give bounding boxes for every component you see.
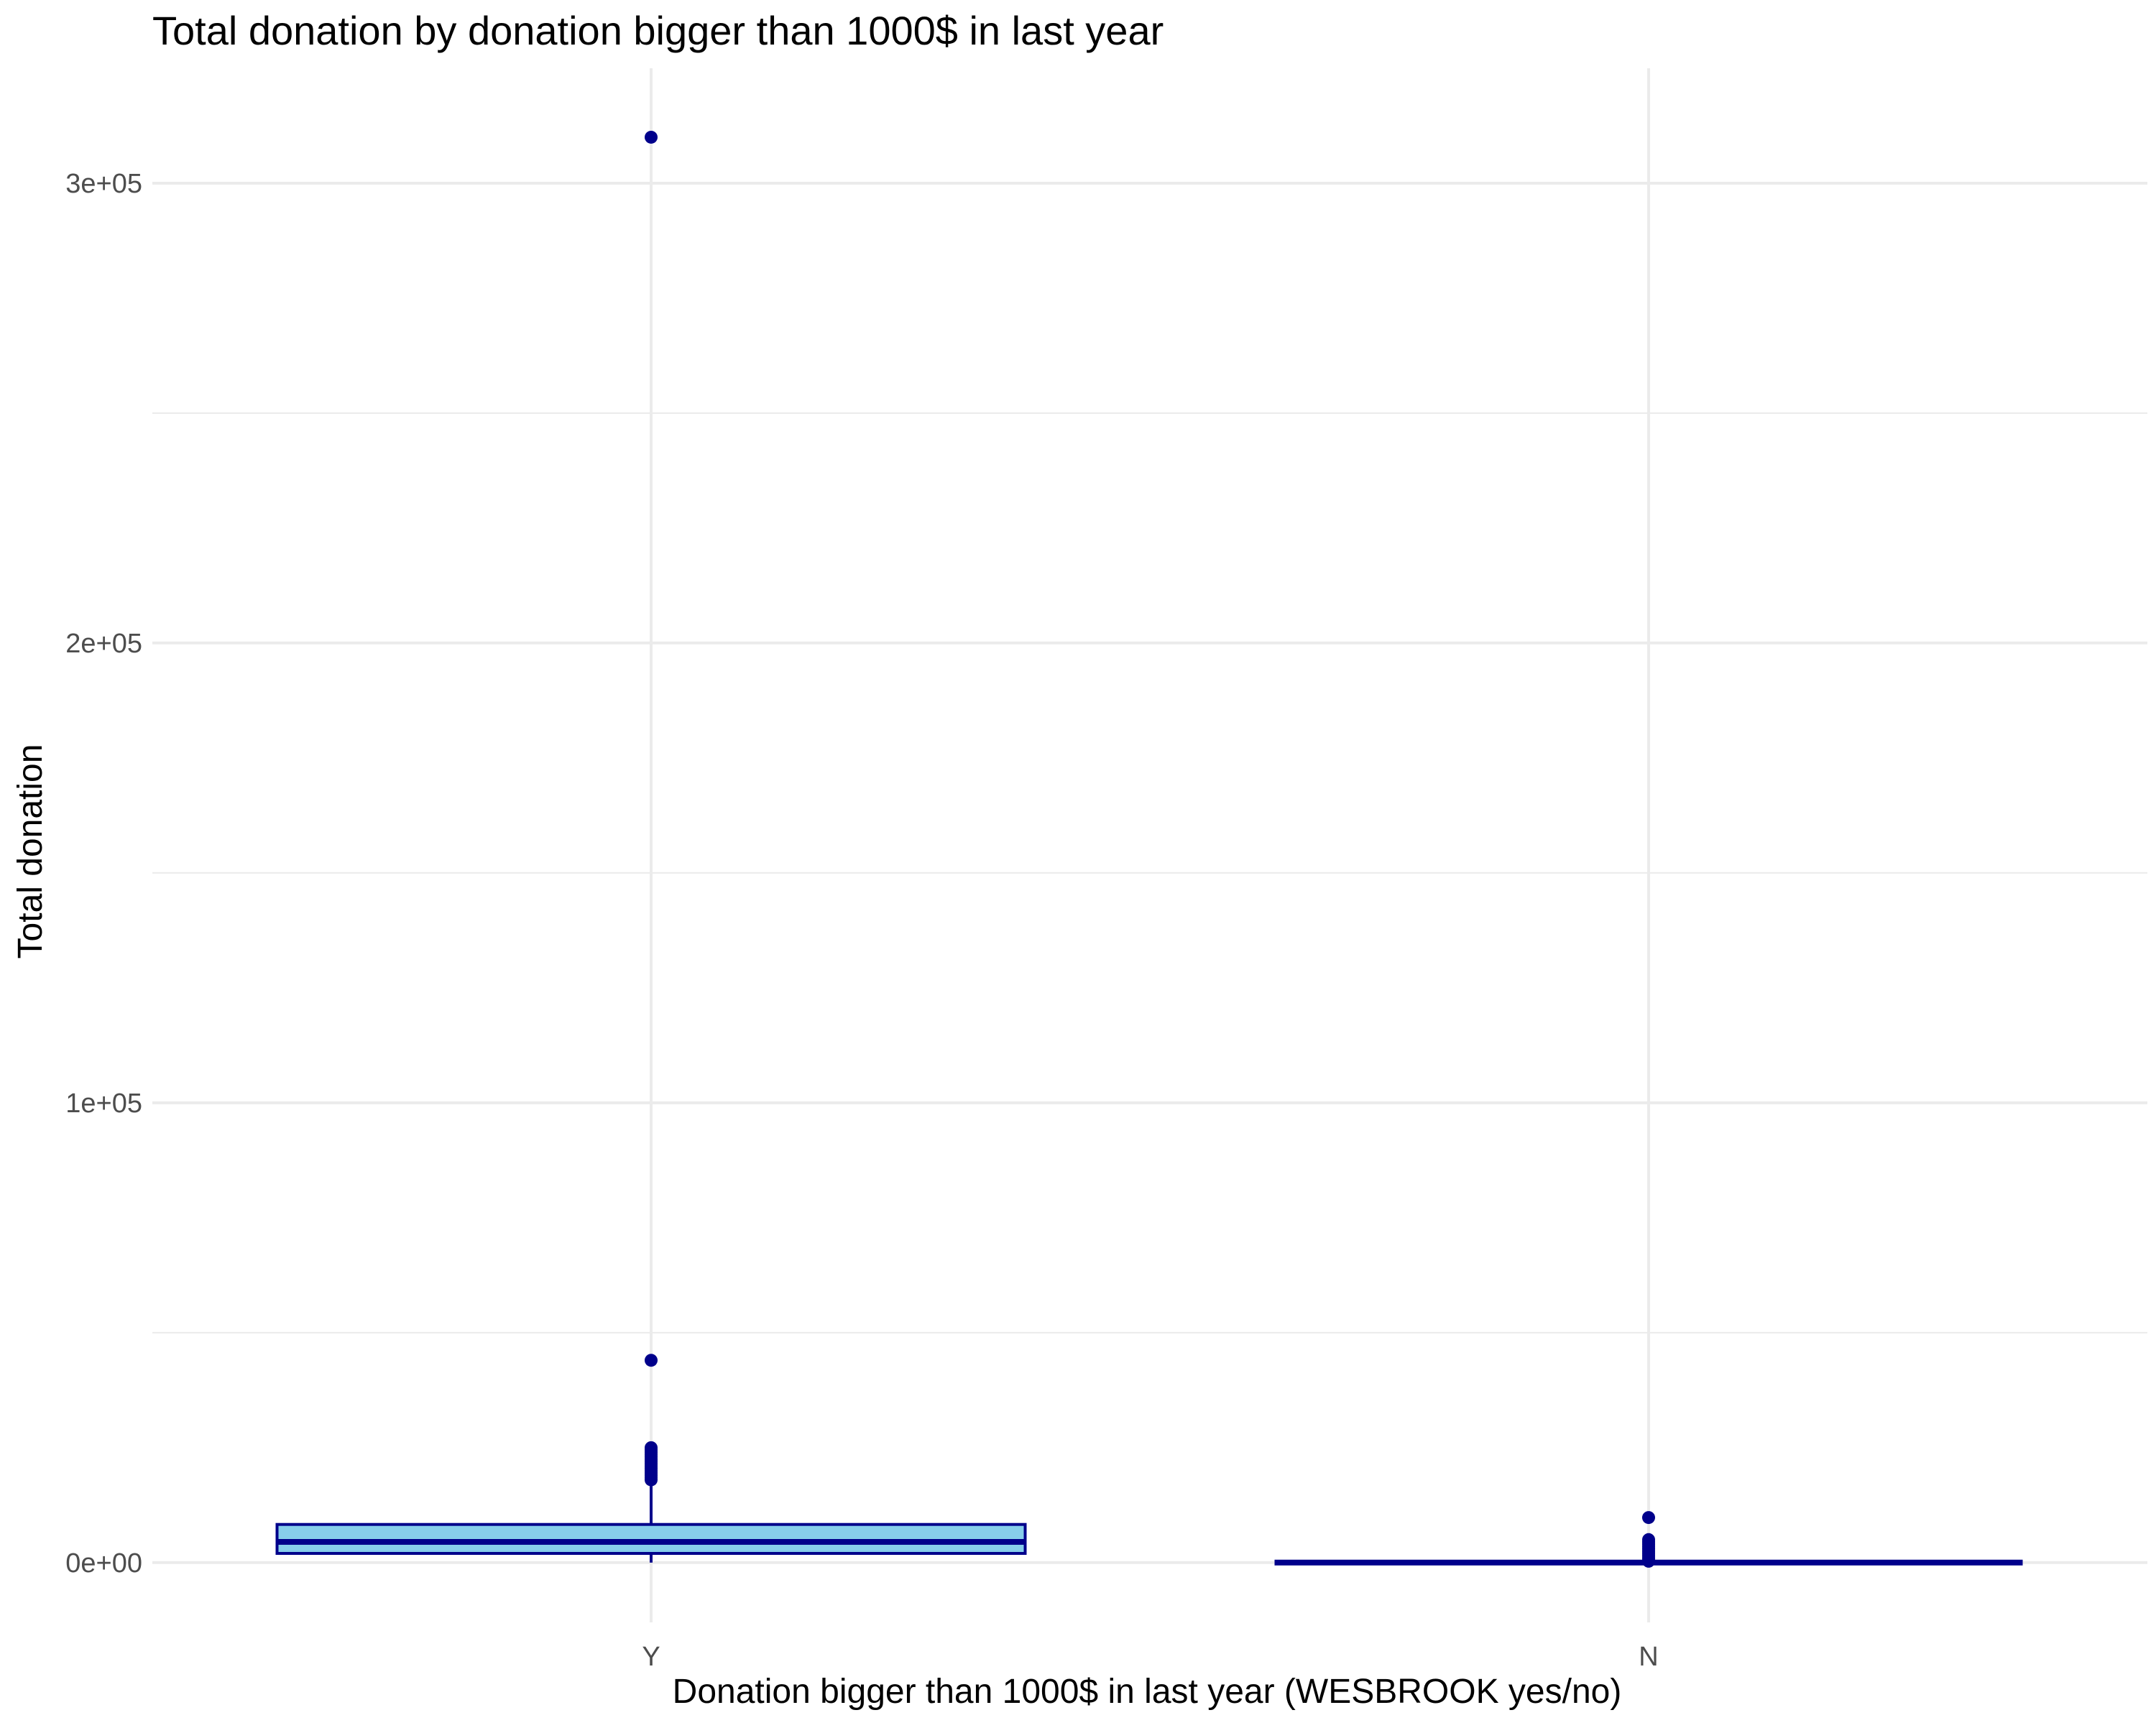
y-tick-label: 1e+05	[65, 1089, 142, 1119]
chart-title: Total donation by donation bigger than 1…	[152, 8, 1164, 53]
boxplot-N	[1274, 1511, 2023, 1568]
grid-lines	[152, 68, 2147, 1622]
boxplots	[275, 130, 2023, 1568]
outlier-point	[645, 1441, 658, 1454]
boxplot-Y	[275, 130, 1027, 1563]
x-axis-title: Donation bigger than 1000$ in last year …	[673, 1673, 1622, 1711]
x-tick-label: N	[1639, 1642, 1658, 1672]
outlier-point	[1642, 1511, 1655, 1525]
y-axis-title: Total donation	[11, 744, 50, 959]
iqr-box	[275, 1523, 1027, 1556]
x-tick-label: Y	[642, 1642, 660, 1672]
outlier-point	[645, 1354, 658, 1367]
outlier-point	[1642, 1533, 1655, 1546]
tick-labels: 0e+00 1e+05 2e+05 3e+05 Y N	[65, 169, 1658, 1672]
y-tick-label: 3e+05	[65, 169, 142, 199]
y-tick-label: 2e+05	[65, 629, 142, 659]
y-tick-label: 0e+00	[65, 1548, 142, 1579]
outlier-point	[645, 130, 658, 144]
